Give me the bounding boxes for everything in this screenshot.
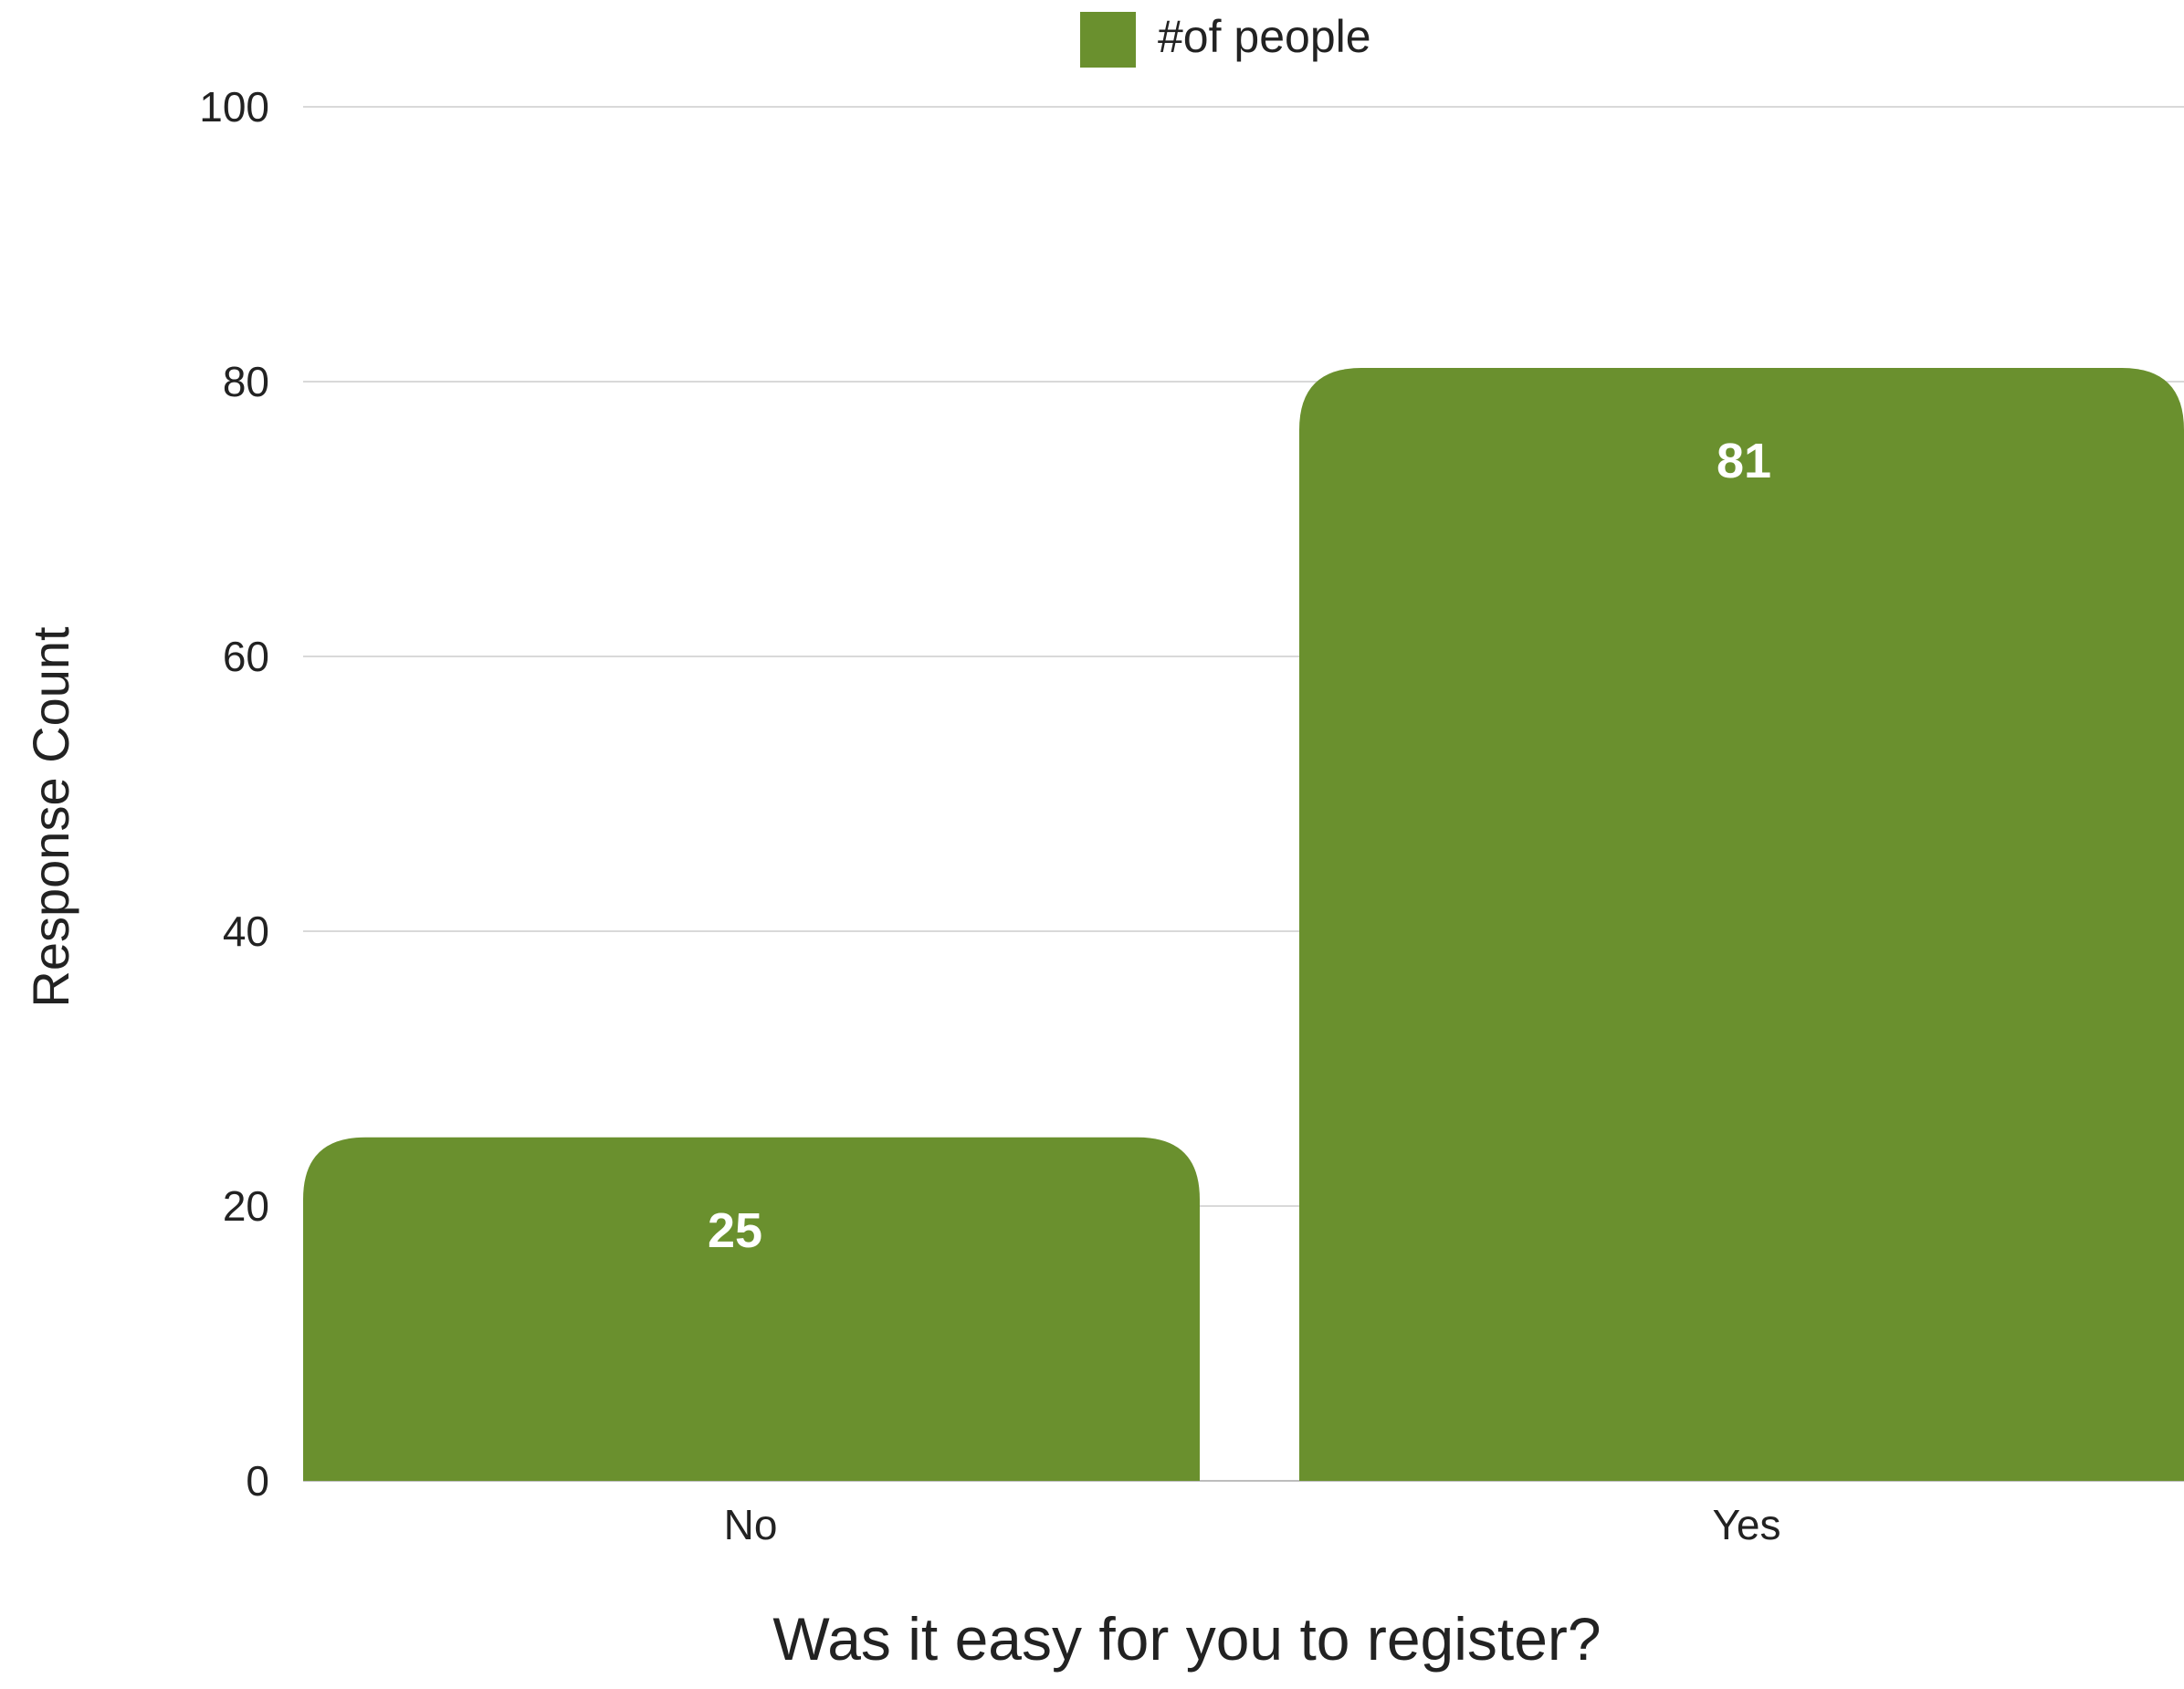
data-label: 81: [1717, 434, 1771, 488]
bars: 25 81: [303, 367, 2184, 1482]
bar-no: [303, 1137, 1200, 1481]
x-axis-ticks: No Yes: [724, 1501, 1781, 1548]
y-axis-ticks: 0 20 40 60 80 100: [199, 83, 269, 1505]
bar-yes: [1299, 367, 2184, 1482]
y-tick-label: 20: [223, 1182, 269, 1230]
x-axis-label: Was it easy for you to register?: [772, 1605, 1601, 1673]
y-tick-label: 100: [199, 83, 269, 131]
x-tick-label: Yes: [1712, 1501, 1780, 1548]
y-tick-label: 40: [223, 907, 269, 955]
y-tick-label: 60: [223, 633, 269, 680]
data-label: 25: [708, 1203, 762, 1258]
y-tick-label: 0: [246, 1457, 269, 1505]
legend: #of people: [1080, 11, 1371, 68]
legend-label: #of people: [1158, 11, 1371, 62]
y-tick-label: 80: [223, 358, 269, 405]
legend-swatch: [1080, 12, 1136, 68]
x-tick-label: No: [724, 1501, 778, 1548]
y-axis-label: Response Count: [22, 626, 79, 1008]
